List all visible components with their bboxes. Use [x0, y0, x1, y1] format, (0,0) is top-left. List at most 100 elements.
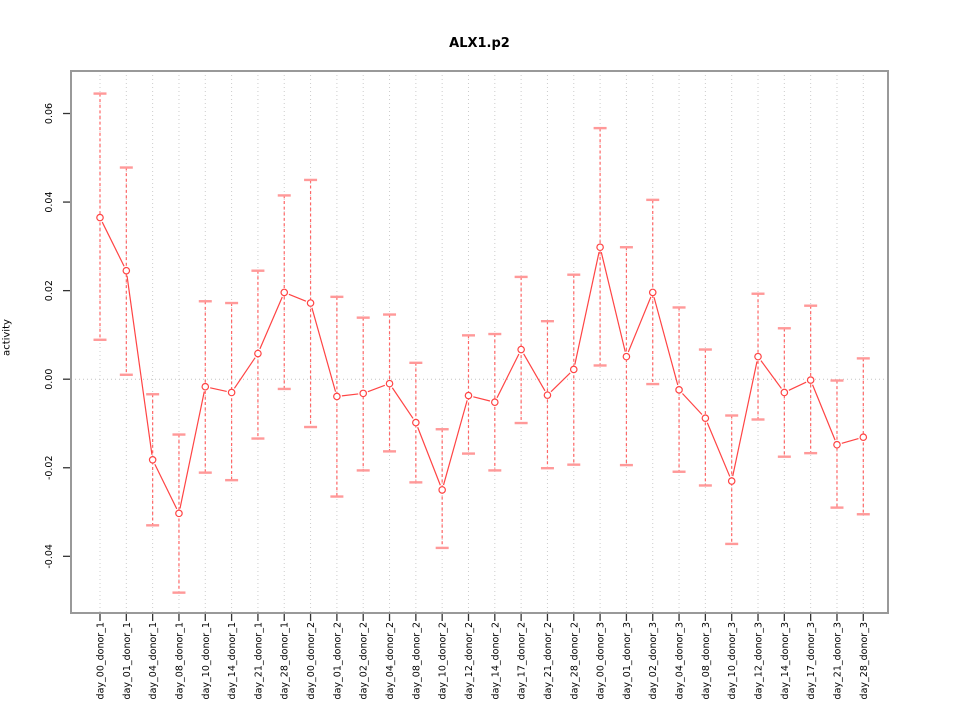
x-tick-label: day_14_donor_3 [780, 622, 791, 699]
data-point [122, 266, 131, 275]
data-point [227, 388, 236, 397]
x-tick-label: day_12_donor_3 [754, 622, 765, 699]
data-point [438, 486, 446, 494]
x-tick-label: day_01_donor_2 [332, 622, 343, 699]
series-segment [788, 381, 807, 391]
data-point [280, 288, 289, 297]
data-point [306, 299, 315, 307]
y-tick-label: 0.04 [44, 191, 55, 212]
series-line [101, 221, 859, 510]
series-segment [101, 221, 125, 267]
y-tick-labels: -0.04 -0.02 0.00 0.02 0.04 0.06 [44, 103, 55, 569]
data-point [569, 365, 578, 374]
data-point [254, 349, 262, 358]
data-point [596, 243, 604, 252]
series-segment [154, 464, 178, 510]
data-point [517, 345, 525, 354]
x-ticks [99, 614, 864, 621]
series-segment [574, 252, 600, 365]
grid-lines [99, 71, 864, 613]
series-segment [760, 360, 782, 389]
x-tick-label: day_12_donor_2 [464, 622, 475, 699]
y-tick-label: -0.02 [44, 455, 55, 480]
x-tick-label: day_28_donor_3 [859, 622, 870, 699]
series-segment [627, 296, 652, 353]
series-segment [550, 372, 571, 393]
series-segment [288, 293, 307, 302]
series-segment [259, 296, 283, 350]
y-tick-label: 0.00 [44, 369, 55, 390]
x-tick-label: day_01_donor_3 [622, 622, 633, 699]
x-tick-label: day_10_donor_3 [727, 622, 738, 699]
x-tick-label: day_08_donor_1 [174, 622, 185, 699]
x-tick-label: day_08_donor_2 [411, 622, 422, 699]
series-segment [473, 396, 491, 402]
data-point [385, 379, 394, 388]
series-segment [442, 400, 468, 486]
data-point [806, 376, 815, 384]
series-segment [732, 361, 758, 477]
x-tick-label: day_08_donor_3 [701, 622, 712, 699]
series-segment [210, 387, 227, 392]
x-tick-label: day_28_donor_2 [569, 622, 580, 699]
data-point [833, 440, 841, 449]
data-points [96, 213, 868, 518]
data-point [491, 398, 499, 407]
series-segment [311, 307, 337, 392]
x-tick-label: day_00_donor_3 [596, 622, 607, 699]
data-point [780, 388, 789, 397]
data-point [859, 433, 868, 442]
series-segment [841, 438, 859, 444]
x-tick-label: day_17_donor_2 [517, 622, 528, 699]
x-tick-label: day_21_donor_1 [253, 622, 264, 699]
series-segment [682, 393, 703, 415]
data-point [754, 352, 762, 361]
data-point [148, 455, 157, 464]
data-point [333, 392, 341, 401]
x-tick-label: day_28_donor_1 [280, 622, 291, 699]
data-point [175, 509, 183, 518]
series-segment [811, 384, 836, 441]
error-bars [93, 92, 870, 594]
series-segment [653, 297, 679, 386]
data-point [412, 418, 420, 427]
x-tick-label: day_14_donor_2 [490, 622, 501, 699]
data-point [727, 477, 736, 485]
y-ticks [63, 112, 70, 557]
data-point [543, 391, 552, 399]
x-tick-label: day_21_donor_2 [543, 622, 554, 699]
x-tick-label: day_00_donor_2 [306, 622, 317, 699]
x-tick-label: day_14_donor_1 [227, 622, 238, 699]
x-tick-label: day_02_donor_2 [359, 622, 370, 699]
data-point [464, 391, 473, 400]
x-tick-label: day_21_donor_3 [832, 622, 843, 699]
x-tick-label: day_02_donor_3 [648, 622, 659, 699]
chart-title: ALX1.p2 [449, 36, 510, 51]
x-tick-label: day_10_donor_2 [438, 622, 449, 699]
x-tick-label: day_04_donor_2 [385, 622, 396, 699]
series-segment [496, 353, 520, 399]
data-point [201, 382, 210, 391]
series-segment [341, 393, 359, 397]
plot-box [70, 70, 889, 614]
series-segment [417, 427, 441, 486]
x-tick-label: day_04_donor_3 [675, 622, 686, 699]
plot-border [70, 70, 889, 614]
y-tick-label: 0.06 [44, 103, 55, 124]
data-point [675, 386, 683, 394]
y-tick-label: 0.02 [44, 280, 55, 301]
series-segment [706, 422, 731, 477]
data-point [648, 288, 657, 297]
x-tick-labels: day_00_donor_1 day_01_donor_1 day_04_donor… [96, 622, 870, 699]
series-segment [600, 251, 626, 352]
series-segment [126, 275, 153, 455]
series-segment [179, 391, 205, 509]
data-point [622, 352, 631, 361]
data-point [96, 213, 104, 222]
series-segment [233, 357, 256, 389]
data-point [701, 414, 710, 422]
x-tick-label: day_01_donor_1 [122, 622, 133, 699]
x-tick-label: day_00_donor_1 [96, 622, 107, 699]
